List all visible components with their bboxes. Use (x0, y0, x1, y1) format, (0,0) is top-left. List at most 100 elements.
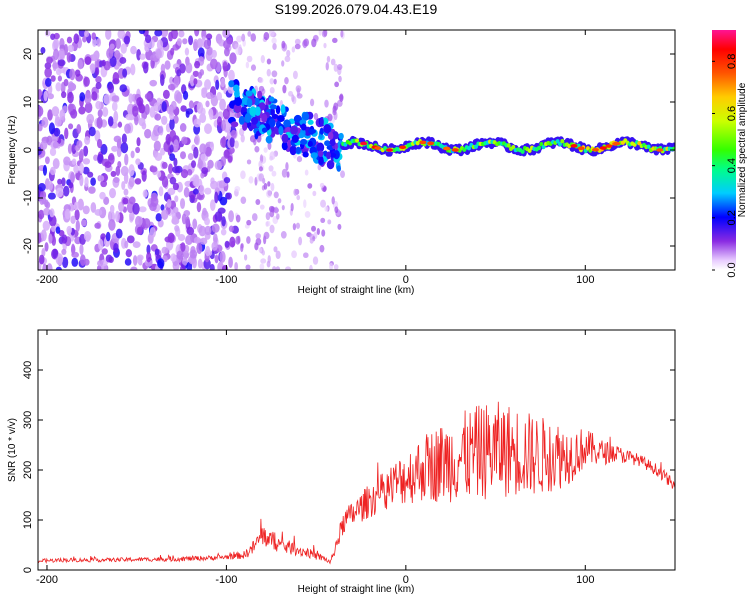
spectrogram-cell (193, 118, 201, 128)
spectrogram-cell (169, 129, 177, 142)
spectrogram-cell (169, 153, 176, 161)
spectrogram-cell (205, 100, 210, 108)
spectrogram-cell (324, 99, 329, 108)
spectrogram-cell (64, 208, 71, 220)
spectrogram-cell (329, 138, 336, 147)
spectrogram-cell (101, 59, 106, 67)
spectrogram-cell (61, 234, 68, 244)
spectrogram-cell (263, 231, 270, 240)
spectrogram-cell (281, 60, 285, 67)
spectrogram-cell (121, 180, 126, 190)
spectrogram-cell (110, 170, 117, 177)
spectrogram-cell (218, 180, 226, 189)
spectrogram-cell (77, 198, 84, 211)
spectrogram-cell (48, 180, 54, 191)
spectrogram-cell (319, 182, 325, 188)
spectrogram-cell (102, 173, 109, 182)
spectrogram-cell (55, 187, 64, 198)
spectrogram-cell (144, 92, 152, 100)
spectrogram-cell (211, 223, 220, 233)
spectrogram-cell (53, 48, 60, 61)
spectrogram-cell (284, 76, 289, 85)
spectrogram-cell (227, 84, 235, 94)
spectrogram-cell (92, 37, 97, 47)
spectrogram-cell (322, 186, 327, 192)
spectrogram-cell (91, 32, 97, 41)
spectrogram-cell (48, 214, 57, 227)
spectrogram-cell (124, 240, 129, 249)
spectrogram-cell (248, 176, 254, 184)
spectrogram-cell (295, 222, 301, 229)
spectrogram-cell (592, 147, 600, 152)
spectrogram-cell (246, 159, 252, 165)
spectrogram-cell (307, 140, 313, 147)
spectrogram-cell (50, 33, 56, 40)
y-tick-label: 10 (22, 96, 34, 108)
spectrogram-cell (234, 262, 238, 270)
spectrogram-cell (73, 33, 80, 44)
spectrogram-cell (55, 68, 62, 76)
spectrogram-cell (169, 76, 174, 85)
spectrogram-cell (102, 106, 109, 117)
spectrogram-cell (172, 182, 180, 191)
spectrogram-cell (220, 228, 227, 236)
spectrogram-cell (304, 210, 311, 218)
snr-x-label: Height of straight line (km) (298, 584, 415, 595)
spectrogram-cell (79, 162, 84, 174)
x-tick-label: -200 (36, 574, 58, 586)
spectrogram-cell (40, 229, 47, 242)
spectrogram-cell (170, 47, 175, 56)
spectrogram-cell (44, 242, 49, 252)
spectrogram-cell (230, 121, 239, 128)
spectrogram-cell (57, 75, 63, 82)
spectrogram-cell (47, 93, 54, 100)
spectrogram-cell (236, 35, 243, 43)
spectrogram-cell (208, 108, 214, 121)
spectrogram-cell (48, 233, 53, 244)
spectrogram-cell (427, 141, 435, 146)
spectrogram-cell (168, 83, 176, 91)
spectrogram-cell (79, 92, 86, 102)
spectrogram-cell (173, 157, 178, 167)
spectrogram-cell (95, 81, 102, 90)
spectrogram-cell (217, 207, 226, 214)
spectrogram-cell (172, 206, 179, 214)
spectrogram-cell (189, 249, 198, 259)
spectrogram-cell (115, 228, 123, 239)
spectrogram-cell (180, 198, 186, 210)
spectrogram-cell (269, 224, 275, 234)
spectrogram-cell (539, 142, 544, 147)
spectrogram-cell (52, 248, 59, 259)
snr-frame (37, 329, 676, 571)
spectrogram-cell (385, 148, 393, 152)
spectrogram-cell (48, 122, 55, 135)
spectrogram-cell (224, 47, 230, 57)
spectrogram-cell (104, 161, 112, 169)
spectrogram-cell (329, 152, 337, 158)
spectrogram-cell (123, 35, 131, 45)
spectrogram-cell (62, 256, 69, 269)
spectrogram-cell (139, 53, 146, 60)
spectrogram-cell (281, 204, 285, 211)
spectrogram-cell (222, 61, 228, 72)
spectrogram-cell (269, 155, 274, 161)
spectrogram-cell (255, 233, 262, 239)
spectrogram-cell (259, 204, 265, 210)
spectrogram-cell (174, 225, 180, 232)
spectrogram-cell (261, 127, 268, 133)
spectrogram-cell (96, 138, 103, 149)
spectrogram-cell (263, 32, 270, 41)
spectrogram-cell (115, 38, 122, 50)
spectrogram-cell (70, 215, 76, 225)
spectrogram-cell (82, 35, 87, 43)
spectrogram-cell (245, 264, 251, 270)
spectrogram-cell (79, 148, 84, 159)
spectrogram-cell (312, 256, 319, 265)
spectrogram-cell (269, 209, 275, 218)
spectrogram-cell (235, 214, 241, 223)
spectrogram-cell (166, 198, 172, 208)
spectrogram-cell (239, 127, 245, 137)
spectrogram-cell (63, 156, 71, 166)
spectrogram-cell (215, 79, 220, 91)
spectrogram-cell (258, 166, 264, 172)
